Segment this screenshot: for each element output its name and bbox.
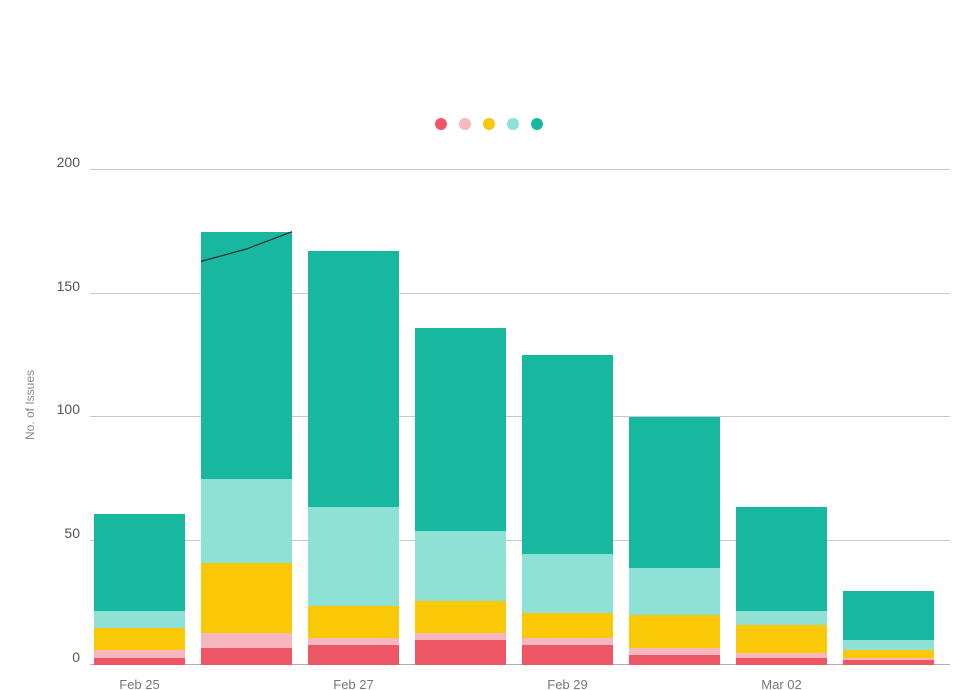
y-tick-label: 50 <box>32 525 80 557</box>
issues-stacked-bar-chart: No. of Issues 050100150200Feb 25Feb 27Fe… <box>0 0 978 690</box>
bar-segment-s5 <box>736 507 827 611</box>
bar-segment-s4 <box>843 640 934 650</box>
bar-segment-s4 <box>522 554 613 613</box>
bar-segment-s1 <box>522 645 613 665</box>
bar-segment-s2 <box>308 638 399 645</box>
bar-segment-s3 <box>201 563 292 632</box>
bar-segment-s1 <box>94 658 185 665</box>
bar-segment-s5 <box>308 251 399 506</box>
bar <box>736 507 827 665</box>
bar-segment-s2 <box>629 648 720 655</box>
y-tick-label: 0 <box>32 649 80 681</box>
bar-segment-s4 <box>201 479 292 563</box>
bar-segment-s2 <box>736 653 827 658</box>
bar-segment-s1 <box>201 648 292 665</box>
bar-segment-s4 <box>629 568 720 615</box>
bar-segment-s1 <box>736 658 827 665</box>
y-tick-label: 200 <box>32 154 80 186</box>
bar-segment-s4 <box>415 531 506 600</box>
bar-segment-s3 <box>629 615 720 647</box>
bar-segment-s2 <box>522 638 613 645</box>
gridline <box>90 169 950 170</box>
bar-segment-s1 <box>415 640 506 665</box>
legend-dot-5 <box>531 118 543 130</box>
bar <box>629 417 720 665</box>
y-tick-label: 150 <box>32 278 80 310</box>
legend-dot-4 <box>507 118 519 130</box>
x-tick-label: Feb 25 <box>119 677 159 690</box>
x-tick-label: Mar 02 <box>761 677 801 690</box>
bar <box>522 355 613 665</box>
x-tick-label: Feb 27 <box>333 677 373 690</box>
bar-segment-s2 <box>94 650 185 657</box>
bar-segment-s5 <box>201 232 292 480</box>
legend-dot-2 <box>459 118 471 130</box>
legend-dot-1 <box>435 118 447 130</box>
bar-segment-s1 <box>629 655 720 665</box>
bar-segment-s5 <box>843 591 934 641</box>
bar-segment-s4 <box>94 611 185 628</box>
bar <box>308 251 399 665</box>
bar-segment-s2 <box>843 658 934 660</box>
legend-dot-3 <box>483 118 495 130</box>
bar-segment-s4 <box>308 507 399 606</box>
bar-segment-s5 <box>94 514 185 611</box>
bar <box>415 328 506 665</box>
bar-segment-s4 <box>736 611 827 626</box>
bar-segment-s3 <box>522 613 613 638</box>
bar-segment-s3 <box>843 650 934 657</box>
x-tick-label: Feb 29 <box>547 677 587 690</box>
bar-segment-s5 <box>522 355 613 553</box>
bar-segment-s2 <box>415 633 506 640</box>
bar-segment-s3 <box>415 601 506 633</box>
bar-segment-s1 <box>308 645 399 665</box>
bar-segment-s3 <box>94 628 185 650</box>
bar <box>843 591 934 665</box>
y-tick-label: 100 <box>32 401 80 433</box>
bar-segment-s5 <box>415 328 506 531</box>
plot-area <box>90 145 950 665</box>
bar <box>94 514 185 665</box>
bar-segment-s3 <box>736 625 827 652</box>
bar-segment-s3 <box>308 606 399 638</box>
bar-segment-s1 <box>843 660 934 665</box>
bar <box>201 232 292 665</box>
bar-segment-s5 <box>629 417 720 568</box>
legend <box>0 118 978 130</box>
bar-segment-s2 <box>201 633 292 648</box>
